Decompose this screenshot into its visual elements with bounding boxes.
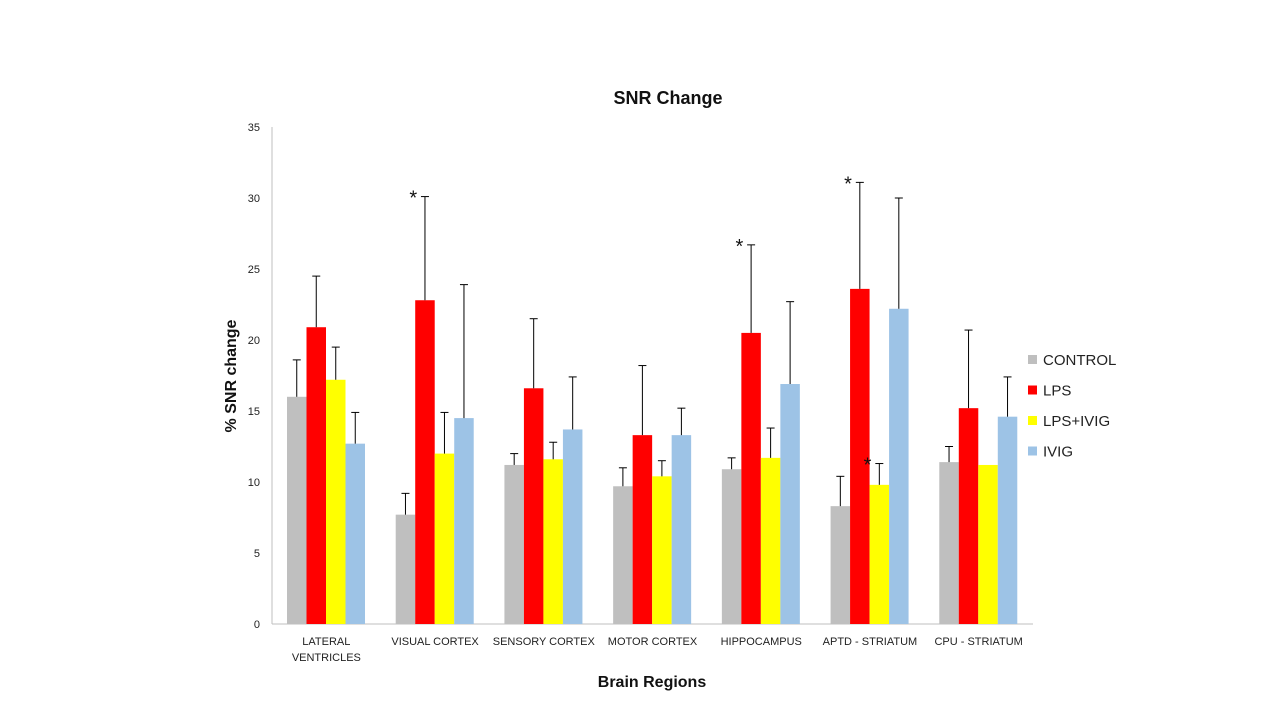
bar	[721, 469, 742, 624]
bar	[939, 462, 959, 624]
significance-marker: *	[864, 455, 872, 477]
bar	[287, 396, 307, 624]
category-label: VISUAL CORTEX	[391, 636, 479, 648]
bar	[504, 464, 524, 624]
legend-label: LPS	[1043, 383, 1071, 400]
bar	[652, 476, 672, 624]
legend-swatch	[1028, 355, 1037, 364]
legend-swatch	[1028, 416, 1037, 425]
x-axis-title: Brain Regions	[598, 674, 707, 691]
legend-label: LPS+IVIG	[1043, 413, 1110, 430]
bar	[613, 486, 633, 624]
category-label: SENSORY CORTEX	[493, 636, 596, 648]
bar	[345, 443, 365, 624]
bar	[760, 457, 781, 624]
bar	[632, 435, 653, 624]
y-axis-title: % SNR change	[223, 319, 240, 432]
significance-marker: *	[844, 173, 852, 195]
legend-swatch	[1028, 385, 1037, 395]
significance-marker: *	[735, 236, 743, 258]
y-tick-label: 15	[248, 406, 260, 418]
bar	[415, 300, 435, 624]
bar	[997, 416, 1018, 624]
y-tick-label: 25	[248, 264, 260, 276]
legend-label: IVIG	[1043, 444, 1073, 461]
bar	[523, 388, 544, 624]
bar	[869, 484, 890, 624]
bar	[395, 514, 416, 624]
y-tick-label: 30	[248, 193, 260, 205]
category-label: CPU - STRIATUM	[934, 636, 1022, 648]
legend: CONTROL LPS LPS+IVIG IVIG	[1028, 352, 1116, 461]
category-label: VENTRICLES	[292, 652, 361, 664]
bar	[434, 453, 455, 624]
bar	[671, 435, 692, 624]
legend-swatch	[1028, 446, 1037, 456]
category-label: HIPPOCAMPUS	[721, 636, 802, 648]
bar	[543, 459, 563, 624]
bar	[889, 308, 909, 624]
category-label: MOTOR CORTEX	[608, 636, 698, 648]
bar	[830, 506, 851, 624]
bar	[326, 379, 346, 624]
y-tick-label: 0	[254, 619, 260, 631]
y-tick-label: 5	[254, 548, 260, 560]
bar	[978, 464, 998, 624]
bar	[306, 327, 326, 624]
significance-marker: *	[409, 188, 417, 210]
category-label: LATERAL	[302, 636, 350, 648]
category-label: APTD - STRIATUM	[823, 636, 918, 648]
plot-area: 0 5 10 15 20 25 30 35 LATERAL VENTRICLES VISUAL CO…	[248, 122, 1033, 664]
legend-label: CONTROL	[1043, 352, 1116, 369]
y-tick-label: 10	[248, 477, 260, 489]
bar	[562, 429, 583, 624]
bar	[850, 288, 870, 624]
y-tick-label: 35	[248, 122, 260, 134]
bar	[958, 408, 979, 624]
y-tick-label: 20	[248, 335, 260, 347]
chart-title: SNR Change	[613, 88, 722, 108]
bar	[741, 332, 761, 624]
bar	[454, 418, 474, 624]
bar	[780, 384, 800, 624]
